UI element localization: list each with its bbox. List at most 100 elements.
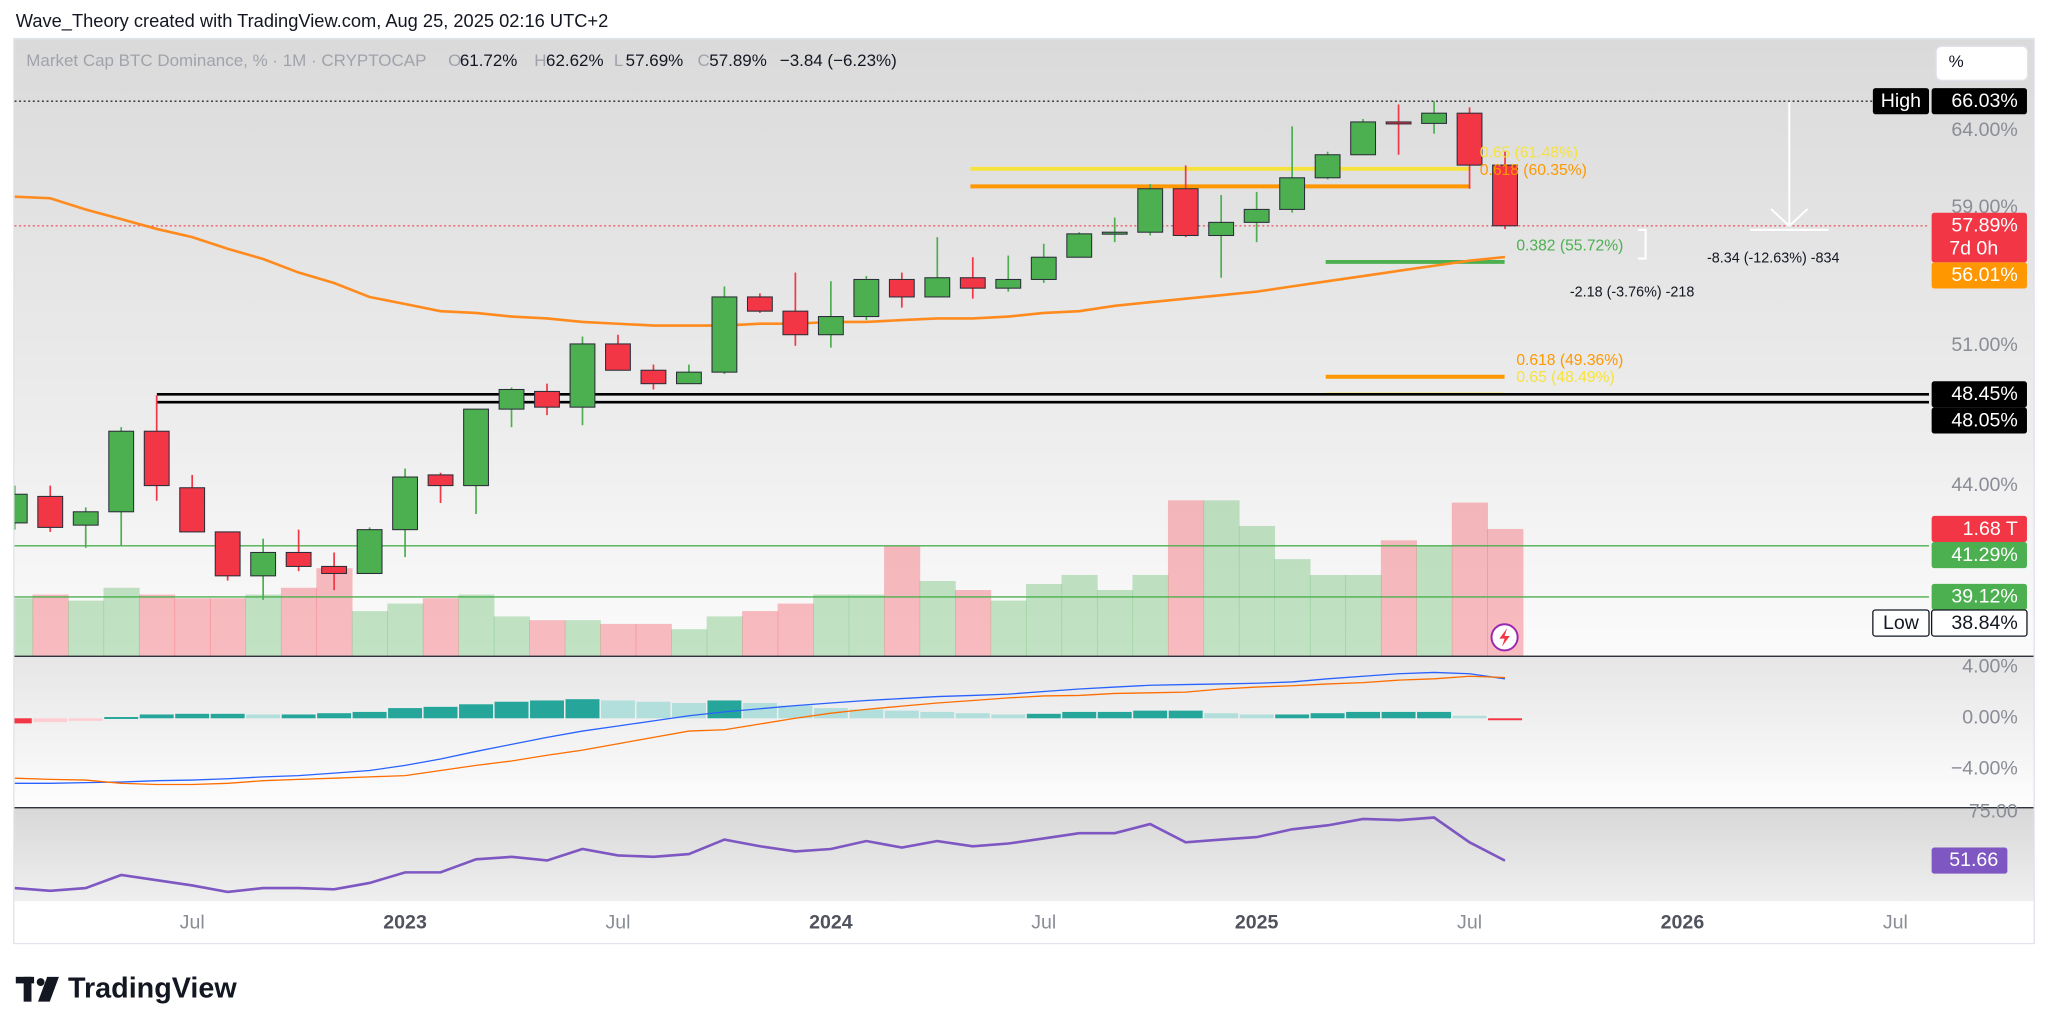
x-tick-label: 2026	[1661, 911, 1705, 933]
macd-histogram-bar	[1062, 711, 1097, 719]
price-label: 57.89%	[1951, 215, 2017, 237]
main-pane	[14, 39, 2034, 656]
volume-bar	[1416, 545, 1453, 656]
macd-histogram-bar	[955, 713, 990, 719]
macd-histogram-bar	[459, 704, 494, 719]
macd-histogram-bar	[742, 703, 777, 719]
price-label: 48.45%	[1951, 383, 2017, 405]
volume-bar	[564, 620, 601, 656]
scale-button[interactable]	[1935, 45, 2029, 81]
candle-body	[285, 551, 312, 567]
macd-line	[14, 671, 1506, 784]
x-tick-label: 2023	[383, 911, 427, 933]
candle-body	[1385, 121, 1412, 125]
y-tick-label: 4.00%	[1962, 656, 2018, 678]
macd-histogram-bar	[210, 713, 245, 719]
volume-bar	[1451, 502, 1488, 656]
measure-label: -2.18 (-3.76%) -218	[1570, 284, 1695, 300]
candle-body	[1101, 231, 1128, 235]
rsi-value-box	[1931, 847, 2008, 874]
candle-body	[321, 565, 348, 575]
scale-button-label[interactable]: %	[1949, 52, 1964, 71]
measure-bracket	[1637, 228, 1647, 260]
macd-histogram-bar	[14, 718, 32, 724]
legend-value: 62.62%	[546, 51, 604, 70]
y-tick-label: −4.00%	[1951, 757, 2018, 779]
candle-body	[959, 277, 986, 289]
fib-label: 0.65 (61.48%)	[1480, 144, 1578, 161]
price-label: 66.03%	[1951, 90, 2017, 112]
volume-bar	[14, 598, 34, 656]
macd-histogram-bar	[1026, 713, 1061, 719]
candle-body	[14, 493, 28, 524]
volume-bar	[32, 594, 69, 656]
price-label: 39.12%	[1951, 586, 2017, 608]
price-label: 38.84%	[1951, 612, 2017, 634]
macd-histogram-bar	[33, 718, 68, 723]
macd-histogram-bar	[1168, 710, 1203, 719]
price-label-box	[1931, 381, 2027, 408]
y-tick-label: 75.00	[1969, 800, 2018, 822]
macd-histogram-bar	[68, 718, 103, 721]
volume-bar	[458, 594, 495, 656]
candle-body	[1279, 177, 1306, 210]
candle-body	[1137, 188, 1164, 233]
volume-bar	[529, 620, 566, 656]
y-tick-label: 64.00%	[1951, 119, 2017, 141]
macd-signal	[14, 675, 1506, 786]
rsi-value-label: 51.66	[1949, 849, 1998, 871]
price-tag: High	[1881, 90, 1921, 112]
moving-average	[14, 195, 1506, 327]
attribution: Wave_Theory created with TradingView.com…	[16, 10, 608, 32]
volume-bar	[813, 594, 850, 656]
macd-histogram-bar	[636, 701, 671, 719]
macd-histogram-bar	[104, 717, 139, 719]
axis-layer: 64.00% 59.00% 51.00% 44.00% 4.00% 0.00% −4.00%…	[180, 88, 2028, 933]
price-tag: Low	[1883, 612, 1920, 634]
volume-bar	[1238, 525, 1276, 656]
candle-body	[214, 531, 241, 577]
fib-label: 0.382 (55.72%)	[1516, 237, 1623, 254]
candle-body	[853, 278, 880, 318]
plot-layer	[14, 101, 1523, 894]
volume-bar	[422, 598, 459, 656]
legend-value: 61.72%	[460, 51, 518, 70]
macd-histogram-bar	[1417, 711, 1452, 719]
candle-body	[711, 296, 738, 373]
volume-bar	[600, 623, 637, 656]
candle-body	[1314, 154, 1341, 179]
price-label: 41.29%	[1951, 544, 2017, 566]
y-tick-label: 44.00%	[1951, 474, 2017, 496]
candle-body	[1492, 164, 1518, 227]
legend-key: O	[448, 51, 461, 70]
volume-bar	[351, 611, 388, 656]
candle-body	[1172, 188, 1199, 237]
macd-histogram-bar	[175, 713, 210, 719]
x-tick-label: Jul	[1031, 911, 1056, 933]
price-label-box	[1931, 262, 2027, 289]
candle-body	[676, 371, 702, 385]
candle-body	[108, 430, 135, 513]
legend-key: L	[614, 51, 623, 70]
macd-histogram-bar	[707, 700, 742, 719]
volume-bar	[138, 594, 176, 656]
volume-bar	[848, 594, 885, 656]
volume-bar	[706, 616, 743, 656]
x-tick-label: Jul	[1457, 911, 1482, 933]
macd-histogram-bar	[920, 711, 955, 719]
macd-histogram-bar	[281, 714, 316, 719]
macd-histogram-bar	[600, 700, 635, 719]
volume-bar	[209, 598, 247, 656]
volume-bar	[1274, 559, 1311, 656]
volume-bar	[1203, 500, 1240, 656]
volume-layer	[14, 500, 1524, 656]
price-label: 48.05%	[1951, 409, 2017, 431]
volume-bar	[387, 603, 424, 656]
candle-body	[72, 511, 99, 526]
macd-histogram-bar	[139, 714, 174, 719]
macd-histogram-bar	[565, 699, 600, 719]
rsi-pane	[14, 808, 2034, 902]
price-tag-box	[1872, 609, 1930, 637]
macd-histogram-bar	[352, 711, 387, 719]
macd-histogram-bar	[849, 709, 884, 719]
